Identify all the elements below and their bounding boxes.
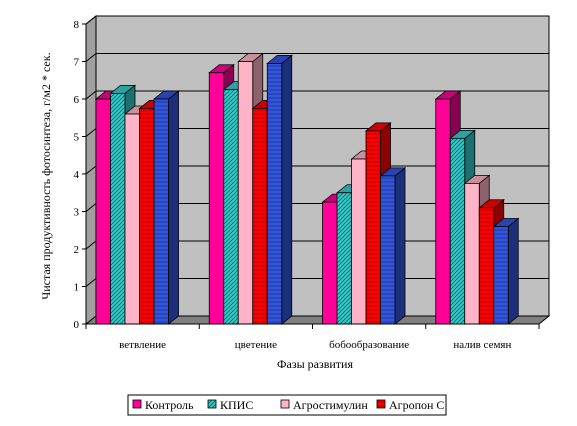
x-tick-label: цветение [235,339,277,351]
x-tick-label: налив семян [453,339,511,351]
bar [152,90,180,325]
y-tick-label: 4 [74,169,80,181]
gridline-side [85,90,97,100]
bar-front [336,192,352,325]
bar [379,167,407,325]
bar-front [110,92,126,325]
y-tick-label: 5 [74,132,80,144]
x-axis-title: Фазы развития [277,357,353,371]
bar-side [507,217,519,325]
bar-front [365,130,381,325]
bars [94,52,520,325]
bar-front [95,98,111,325]
y-tick-label: 7 [74,57,80,69]
bar-front [322,201,338,325]
x-tick-label: бобообразование [329,339,409,351]
bar-front [266,62,283,325]
bar-front [124,113,140,325]
x-axis: ветвление цветение бобообразование налив се… [85,323,540,351]
legend-label: КПИС [220,398,253,412]
gridline-side [85,240,97,250]
legend: Контроль КПИС Агростимулин Агропон С [127,394,447,416]
bar-side [394,167,406,325]
gridline-side [85,128,97,137]
y-tick-label: 8 [74,19,80,31]
bar-front [464,182,480,325]
y-tick-label: 0 [74,319,80,331]
y-axis: 0 1 2 3 4 5 6 7 8 [74,19,87,331]
bar-front [237,61,254,325]
y-axis-title: Чистая продуктивность фотосинтеза, г/м2 … [39,52,53,299]
bar [492,217,520,325]
bar-front [380,175,396,325]
gridline-side [85,53,97,62]
bar-side [281,54,293,325]
bar-front [208,72,225,325]
y-tick-label: 2 [74,244,80,256]
x-tick-label: ветвление [119,339,166,351]
bar-front [449,137,466,325]
bar [266,54,293,325]
legend-label: Контроль [145,398,194,412]
legend-label: Агростимулин [293,398,368,412]
bar-front [351,158,367,325]
gridline-side [85,165,97,175]
bar-side [168,90,179,325]
gridline-side [85,203,97,212]
bar-front [139,107,155,325]
bar-front [223,89,239,325]
legend-swatch [376,399,386,409]
gridline-side [85,15,97,25]
y-tick-label: 1 [74,282,80,294]
bar-front [153,98,169,325]
legend-label: Агропон С [389,398,444,412]
bar-front [435,98,451,325]
legend-swatch [132,399,142,409]
legend-swatch [207,399,217,409]
bar-front [478,207,495,325]
legend-swatch [280,399,290,409]
bar-front [493,226,509,325]
gridline-side [85,278,97,287]
y-tick-label: 6 [74,94,80,106]
bar-front [252,107,268,325]
y-tick-label: 3 [74,207,80,219]
